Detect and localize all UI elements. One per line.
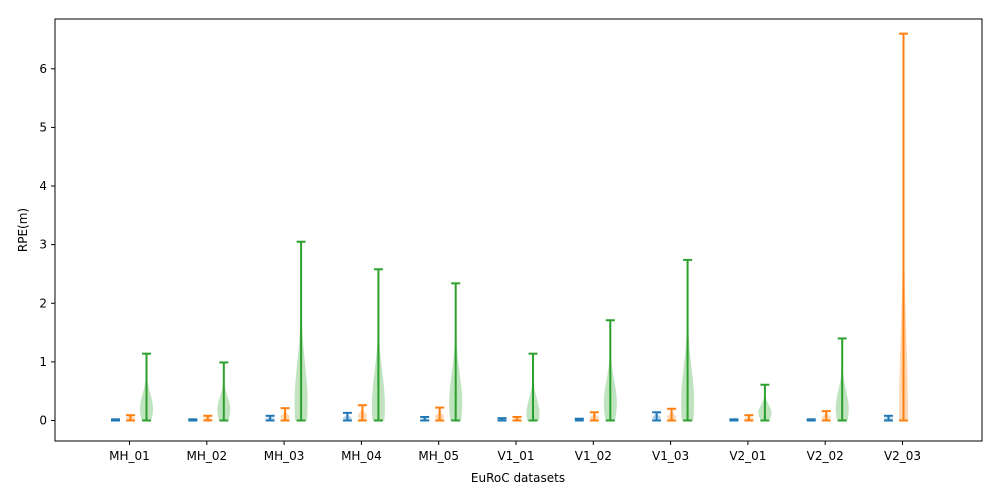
y-tick-label: 3 [39,238,47,252]
y-tick-label: 0 [39,413,47,427]
y-tick-label: 2 [39,296,47,310]
x-tick-label: V2_01 [729,449,766,463]
y-axis: 0 1 2 3 4 5 6 [39,62,55,427]
y-tick-label: 4 [39,179,47,193]
x-tick-label: MH_01 [109,449,150,463]
y-tick-label: 1 [39,355,47,369]
x-axis-label: EuRoC datasets [471,471,565,485]
y-tick-label: 6 [39,62,47,76]
x-tick-label: MH_04 [341,449,382,463]
plot-frame [54,18,983,442]
y-tick-label: 5 [39,120,47,134]
x-tick-label: V1_01 [497,449,534,463]
x-tick-label: V2_03 [884,449,921,463]
x-tick-label: MH_05 [418,449,459,463]
x-tick-label: MH_02 [186,449,227,463]
x-tick-label: MH_03 [264,449,305,463]
x-tick-label: V1_02 [575,449,612,463]
x-tick-label: V2_02 [807,449,844,463]
violins-layer [111,32,908,422]
x-tick-label: V1_03 [652,449,689,463]
x-axis: MH_01 MH_02 MH_03 MH_04 MH_05 V1_01 V1_02 V1_03… [109,441,921,463]
y-axis-label: RPE(m) [16,208,30,252]
